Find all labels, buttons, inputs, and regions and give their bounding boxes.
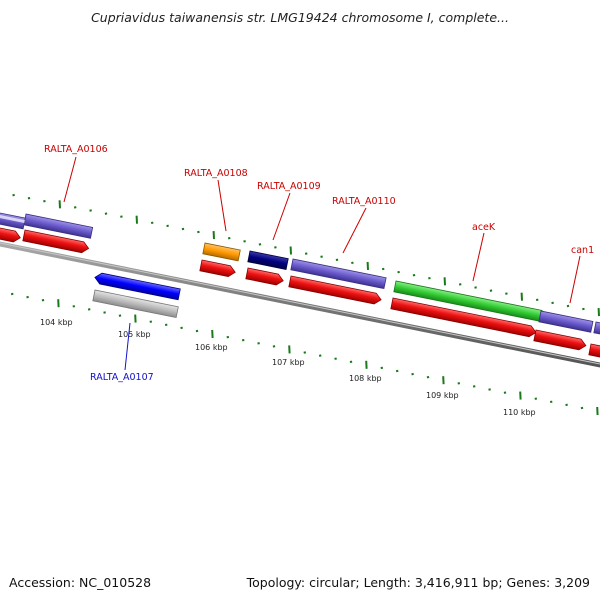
label-leaders [63, 156, 581, 371]
cds-arrow[interactable] [0, 225, 21, 243]
gene-label-can1[interactable]: can1 [571, 245, 594, 256]
cds-arrow[interactable] [199, 259, 236, 278]
gene-feature-a0107-cds[interactable] [92, 289, 179, 319]
gene-feature-can1[interactable] [538, 310, 594, 333]
gene-label-a0107[interactable]: RALTA_A0107 [90, 372, 154, 383]
genome-summary-text: Topology: circular; Length: 3,416,911 bp… [246, 575, 590, 590]
gene-label-a0110[interactable]: RALTA_A0110 [332, 196, 396, 207]
map-title: Cupriavidus taiwanensis str. LMG19424 ch… [91, 10, 509, 25]
gene-label-a0109[interactable]: RALTA_A0109 [257, 181, 321, 192]
reverse-genes[interactable] [92, 272, 181, 319]
gene-label-acek[interactable]: aceK [472, 222, 496, 233]
gene-feature-right-partial[interactable] [593, 321, 600, 338]
gene-labels[interactable]: RALTA_A0106 RALTA_A0108 RALTA_A0109 RALT… [44, 144, 594, 383]
gene-label-a0108[interactable]: RALTA_A0108 [184, 168, 248, 179]
gene-feature-left-partial[interactable] [0, 210, 26, 230]
forward-tick-row [12, 193, 600, 317]
accession-text: Accession: NC_010528 [9, 575, 152, 590]
gene-feature-a0110[interactable] [290, 258, 387, 290]
gene-label-a0106[interactable]: RALTA_A0106 [44, 144, 108, 155]
cds-arrow[interactable] [533, 329, 587, 351]
scale-label: 109 kbp [426, 391, 459, 400]
scale-label: 104 kbp [40, 318, 73, 327]
scale-labels: 104 kbp 105 kbp 106 kbp 107 kbp 108 kbp … [40, 318, 536, 417]
scale-label: 106 kbp [195, 343, 228, 352]
cds-arrow[interactable] [390, 297, 537, 338]
cds-arrow[interactable] [245, 267, 284, 286]
scale-label: 107 kbp [272, 358, 305, 367]
scale-label: 108 kbp [349, 374, 382, 383]
gene-feature-a0107[interactable] [94, 272, 181, 301]
cds-arrows[interactable] [0, 225, 600, 360]
scale-label: 110 kbp [503, 408, 536, 417]
reverse-tick-row [10, 292, 599, 416]
gene-feature-a0108[interactable] [202, 242, 241, 262]
cds-arrow[interactable] [22, 229, 90, 254]
gene-feature-a0109[interactable] [247, 250, 289, 270]
cds-arrow[interactable] [288, 275, 382, 305]
backbone [0, 241, 600, 368]
cds-arrow[interactable] [588, 343, 600, 360]
forward-genes[interactable] [0, 210, 600, 338]
scale-label: 105 kbp [118, 330, 151, 339]
